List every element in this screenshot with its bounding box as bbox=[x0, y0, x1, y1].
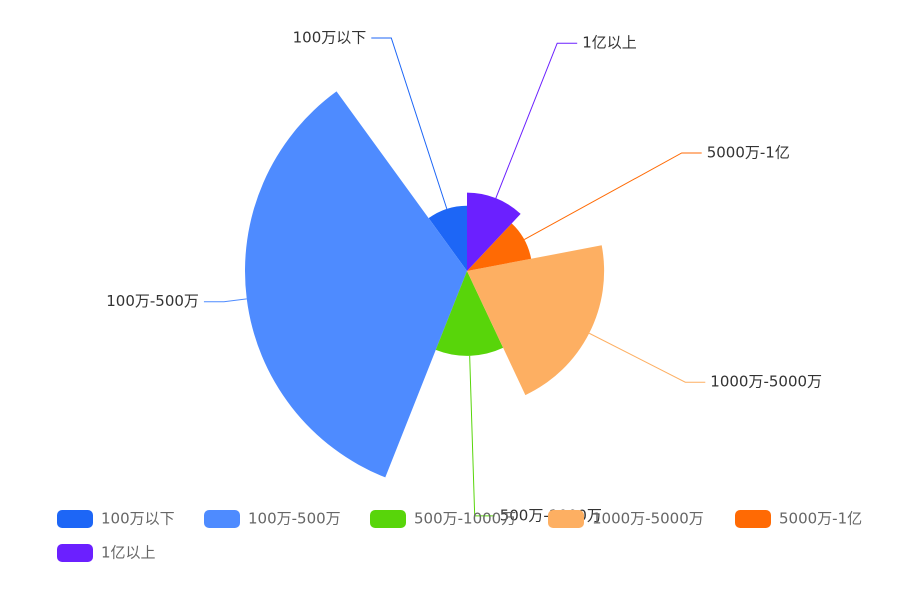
label-line bbox=[371, 37, 448, 210]
label-line bbox=[495, 42, 578, 199]
legend-icon[interactable] bbox=[57, 544, 93, 562]
slice bbox=[467, 245, 605, 396]
legend-label[interactable]: 100万-500万 bbox=[248, 510, 341, 528]
label-line bbox=[523, 152, 702, 240]
legend-icon[interactable] bbox=[204, 510, 240, 528]
legend-icon[interactable] bbox=[548, 510, 584, 528]
slice-label: 1000万-5000万 bbox=[710, 373, 822, 391]
slice bbox=[467, 192, 521, 271]
legend-icon[interactable] bbox=[735, 510, 771, 528]
slice bbox=[467, 223, 532, 271]
legend-label[interactable]: 1000万-5000万 bbox=[592, 510, 704, 528]
legend-label[interactable]: 100万以下 bbox=[101, 510, 175, 528]
legend-label[interactable]: 500万-1000万 bbox=[414, 510, 516, 528]
legend-label[interactable]: 5000万-1亿 bbox=[779, 510, 862, 528]
slice bbox=[245, 91, 467, 478]
label-line bbox=[469, 355, 495, 517]
label-line bbox=[203, 298, 247, 303]
slice bbox=[435, 271, 504, 356]
slice bbox=[428, 205, 467, 271]
label-line bbox=[588, 332, 706, 383]
slice-label: 5000万-1亿 bbox=[707, 143, 790, 161]
legend-icon[interactable] bbox=[57, 510, 93, 528]
slice-label: 100万-500万 bbox=[106, 292, 199, 310]
slice-label: 100万以下 bbox=[293, 28, 367, 46]
slice-label: 1亿以上 bbox=[582, 34, 637, 52]
legend-label[interactable]: 1亿以上 bbox=[101, 544, 156, 562]
legend-icon[interactable] bbox=[370, 510, 406, 528]
